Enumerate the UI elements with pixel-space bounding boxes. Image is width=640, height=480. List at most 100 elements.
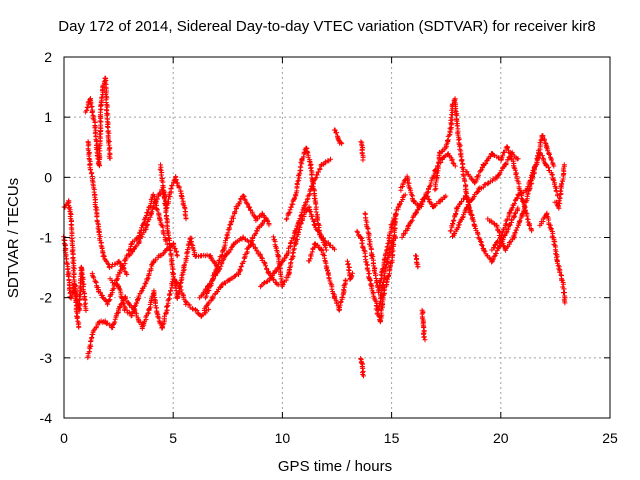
data-point xyxy=(231,274,237,280)
data-point xyxy=(360,245,366,250)
data-point xyxy=(560,281,566,287)
data-point xyxy=(297,164,303,170)
data-point xyxy=(176,185,182,191)
data-point xyxy=(516,219,522,225)
data-point xyxy=(464,197,470,202)
data-point xyxy=(106,147,112,153)
data-point xyxy=(445,138,451,143)
data-point xyxy=(241,194,247,200)
x-tick-label: 25 xyxy=(602,430,618,446)
data-point xyxy=(142,281,148,287)
y-tick-label: -4 xyxy=(40,410,53,426)
data-point xyxy=(327,278,333,284)
data-point xyxy=(163,310,169,316)
data-point xyxy=(306,258,312,264)
data-point xyxy=(97,290,103,296)
data-point xyxy=(547,225,553,231)
data-point xyxy=(298,220,304,226)
data-point xyxy=(174,253,180,259)
x-tick-label: 5 xyxy=(169,430,177,446)
data-point xyxy=(308,209,314,215)
data-point xyxy=(175,281,181,287)
data-point xyxy=(339,294,345,300)
data-point xyxy=(365,268,371,274)
data-point xyxy=(140,321,146,327)
data-point xyxy=(452,97,458,103)
y-axis-label: SDTVAR / TECUs xyxy=(5,178,22,298)
data-point xyxy=(492,242,498,248)
data-point xyxy=(558,188,564,194)
data-point xyxy=(551,177,557,183)
data-point xyxy=(360,245,366,251)
data-point xyxy=(284,216,290,222)
data-point xyxy=(223,238,228,244)
data-point xyxy=(159,172,164,178)
x-axis-label: GPS time / hours xyxy=(278,458,392,475)
data-point xyxy=(453,211,459,216)
data-point xyxy=(254,228,260,234)
data-point xyxy=(120,301,126,307)
y-tick-label: 2 xyxy=(44,49,52,65)
data-point xyxy=(522,203,528,209)
data-point xyxy=(151,194,157,199)
data-point xyxy=(223,235,229,241)
data-point xyxy=(373,272,378,278)
data-point xyxy=(218,263,224,269)
data-point xyxy=(503,160,509,166)
data-point xyxy=(294,181,300,187)
data-point xyxy=(389,246,395,252)
data-point xyxy=(377,280,383,285)
data-point xyxy=(493,251,499,256)
data-point xyxy=(343,278,349,284)
data-point xyxy=(454,121,460,127)
data-point xyxy=(475,231,481,237)
data-point xyxy=(386,240,392,246)
data-point xyxy=(459,199,464,204)
data-point xyxy=(381,273,387,279)
data-point xyxy=(339,141,345,147)
data-point xyxy=(490,152,496,158)
x-tick-label: 10 xyxy=(275,430,291,446)
data-point xyxy=(392,219,398,224)
data-point xyxy=(83,308,89,313)
data-point xyxy=(561,162,567,168)
data-point xyxy=(317,231,323,237)
data-point xyxy=(429,201,435,207)
data-point xyxy=(479,243,485,248)
data-point xyxy=(390,235,396,241)
data-point xyxy=(175,291,181,297)
data-point xyxy=(345,262,351,267)
data-point xyxy=(275,282,281,288)
data-point xyxy=(104,301,110,307)
data-point xyxy=(551,163,557,169)
data-point xyxy=(491,254,497,259)
data-point xyxy=(247,243,253,248)
data-point xyxy=(515,192,521,198)
data-point xyxy=(367,278,373,284)
data-point xyxy=(86,349,92,355)
data-point xyxy=(448,228,454,234)
chart-title: Day 172 of 2014, Sidereal Day-to-day VTE… xyxy=(58,18,595,35)
data-point xyxy=(342,277,348,283)
data-point xyxy=(261,218,267,224)
data-point xyxy=(263,263,269,269)
data-point xyxy=(477,236,483,242)
data-point xyxy=(359,365,365,371)
data-point xyxy=(106,297,112,303)
data-point xyxy=(328,156,333,162)
data-point xyxy=(92,130,98,136)
data-point xyxy=(332,246,337,252)
data-point xyxy=(400,180,406,186)
data-point xyxy=(129,241,134,247)
data-point xyxy=(450,160,456,166)
data-point xyxy=(308,165,314,171)
data-point xyxy=(296,229,301,235)
data-point xyxy=(478,241,484,247)
data-point xyxy=(149,296,154,302)
data-point xyxy=(515,205,521,211)
x-tick-label: 0 xyxy=(60,430,68,446)
data-point xyxy=(248,239,254,245)
data-point xyxy=(529,228,535,234)
data-point xyxy=(358,356,364,362)
